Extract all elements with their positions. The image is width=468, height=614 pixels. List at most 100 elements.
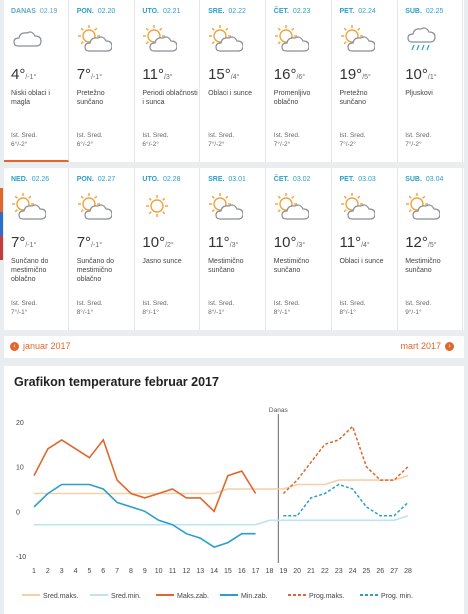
min-temp: /1°: [427, 74, 437, 81]
weather-description: Mestimično sunčano: [208, 258, 244, 274]
day-name: PON.: [76, 176, 94, 183]
avg-label: Ist. Sred.: [208, 300, 235, 307]
avg-label: Ist. Sred.: [405, 132, 432, 139]
day-date: 03.01: [228, 176, 246, 183]
day-name: SUB.: [405, 8, 422, 15]
day-name: SRE.: [208, 176, 225, 183]
historical-average: Ist. Sred. 6°/-2°: [77, 131, 103, 149]
historical-average: Ist. Sred. 7°/-2°: [340, 131, 366, 149]
chevron-left-icon: ‹: [10, 341, 19, 351]
day-card[interactable]: NED. 02.26 7°/-1° Sunčano do mestimično …: [4, 168, 69, 330]
y-tick-label: 0: [16, 509, 20, 516]
day-card[interactable]: SRE. 03.01 11°/3° Mestimično sunčano Ist…: [201, 168, 267, 330]
avg-label: Ist. Sred.: [76, 300, 103, 307]
day-date: 02.21: [162, 8, 181, 15]
day-card[interactable]: PON. 02.27 7°/-1° Sunčano do mestimično …: [70, 168, 135, 330]
day-date: 02.27: [97, 176, 116, 183]
day-name: ČET.: [273, 176, 289, 183]
day-card[interactable]: UTO. 02.21 11°/3° Periodi oblačnosti i s…: [135, 0, 201, 162]
x-tick-label: 24: [349, 568, 357, 575]
x-tick-label: 11: [169, 568, 176, 575]
x-tick-label: 8: [129, 568, 133, 575]
day-card[interactable]: ČET. 03.02 10°/3° Mestimično sunčano Ist…: [267, 168, 332, 330]
weather-description: Sunčano do mestimično oblačno: [76, 258, 115, 283]
day-card[interactable]: UTO. 02.28 10°/2° Jasno sunce Ist. Sred.…: [135, 168, 201, 330]
day-date: 03.03: [358, 176, 376, 183]
avg-label: Ist. Sred.: [273, 300, 300, 307]
day-name: SRE.: [208, 8, 225, 15]
x-tick-label: 6: [101, 568, 105, 575]
x-tick-label: 27: [390, 568, 398, 575]
day-card[interactable]: SUB. 02.25 10°/1° Pljuskovi Ist. Sred. 7°…: [398, 0, 464, 162]
max-temp: 7°: [76, 234, 92, 251]
day-card[interactable]: SRE. 02.22 15°/4° Oblaci i sunce Ist. Sr…: [201, 0, 267, 162]
avg-value: 6°/-2°: [142, 141, 159, 148]
day-card[interactable]: PON. 02.20 7°/-1° Pretežno sunčano Ist. …: [70, 0, 135, 162]
avg-value: 7°/-1°: [11, 309, 28, 316]
day-date: 03.04: [425, 176, 444, 183]
avg-value: 9°/-1°: [405, 309, 422, 316]
prev-month-label: januar 2017: [23, 341, 71, 351]
legend-label: Prog. min.: [381, 593, 413, 600]
x-tick-label: 19: [279, 568, 287, 575]
day-card[interactable]: ČET. 02.23 16°/6° Promenljivo oblačno Is…: [267, 0, 332, 162]
historical-average: Ist. Sred. 8°/-1°: [274, 299, 300, 317]
x-tick-label: 23: [335, 568, 343, 575]
legend-label: Maks.zab.: [177, 593, 209, 600]
x-tick-label: 9: [143, 568, 147, 575]
x-tick-label: 4: [74, 568, 78, 575]
y-tick-label: 20: [16, 420, 24, 427]
avg-label: Ist. Sred.: [405, 300, 432, 307]
day-temperature: 12°/5°: [405, 234, 436, 251]
day-card[interactable]: SUB. 03.04 12°/5° Mestimično sunčano Ist…: [398, 168, 464, 330]
day-name: PON.: [76, 8, 94, 15]
avg-value: 7°/-2°: [405, 141, 422, 148]
x-tick-label: 28: [404, 568, 412, 575]
day-date: 02.25: [425, 8, 444, 15]
min-temp: /5°: [362, 74, 371, 81]
day-name: NED.: [11, 176, 28, 183]
day-temperature: 7°/-1°: [77, 234, 102, 251]
min-temp: /-1°: [91, 74, 102, 81]
day-temperature: 15°/4°: [208, 66, 239, 83]
x-tick-label: 14: [210, 568, 218, 575]
min-temp: /-1°: [25, 74, 37, 81]
historical-average: Ist. Sred. 8°/-1°: [208, 299, 234, 317]
avg-value: 8°/-1°: [339, 309, 356, 316]
day-temperature: 11°/3°: [142, 66, 172, 83]
max-temp: 10°: [405, 66, 428, 83]
avg-label: Ist. Sred.: [339, 132, 366, 139]
max-temp: 4°: [11, 66, 26, 83]
min-temp: /4°: [361, 242, 370, 249]
min-temp: /3°: [296, 242, 306, 249]
x-tick-label: 7: [115, 568, 119, 575]
day-header: UTO. 02.21: [142, 8, 180, 15]
weather-description: Periodi oblačnosti i sunca: [142, 90, 198, 106]
day-temperature: 10°/1°: [405, 66, 436, 83]
x-tick-label: 22: [321, 568, 329, 575]
day-card[interactable]: DANAS 02.19 4°/-1° Niski oblaci i magla …: [4, 0, 69, 162]
chevron-right-icon: ›: [445, 341, 454, 351]
historical-average: Ist. Sred. 7°/-2°: [274, 131, 300, 149]
temperature-chart-panel: Grafikon temperature februar 2017 20 10 0 -…: [4, 366, 464, 614]
avg-label: Ist. Sred.: [142, 300, 169, 307]
next-month-link[interactable]: mart 2017 ›: [400, 341, 454, 351]
day-header: ČET. 02.23: [274, 8, 311, 15]
historical-average: Ist. Sred. 7°/-1°: [11, 299, 37, 317]
day-card[interactable]: PET. 03.03 11°/4° Oblaci i sunce Ist. Sr…: [333, 168, 398, 330]
avg-value: 8°/-1°: [76, 309, 94, 316]
day-card[interactable]: PET. 02.24 19°/5° Pretežno sunčano Ist. …: [333, 0, 398, 162]
historical-average: Ist. Sred. 6°/-2°: [142, 131, 168, 149]
prev-month-link[interactable]: ‹ januar 2017: [10, 341, 71, 351]
day-temperature: 7°/-1°: [11, 234, 36, 251]
day-temperature: 11°/3°: [208, 234, 238, 251]
avg-value: 8°/-1°: [273, 309, 291, 316]
day-header: SUB. 03.04: [405, 176, 443, 183]
max-temp: 10°: [273, 234, 297, 251]
max-temp: 11°: [142, 66, 164, 83]
max-temp: 11°: [339, 234, 362, 251]
day-date: 02.20: [97, 8, 116, 15]
y-tick-label: -10: [16, 554, 26, 561]
day-name: ČET.: [273, 8, 289, 15]
